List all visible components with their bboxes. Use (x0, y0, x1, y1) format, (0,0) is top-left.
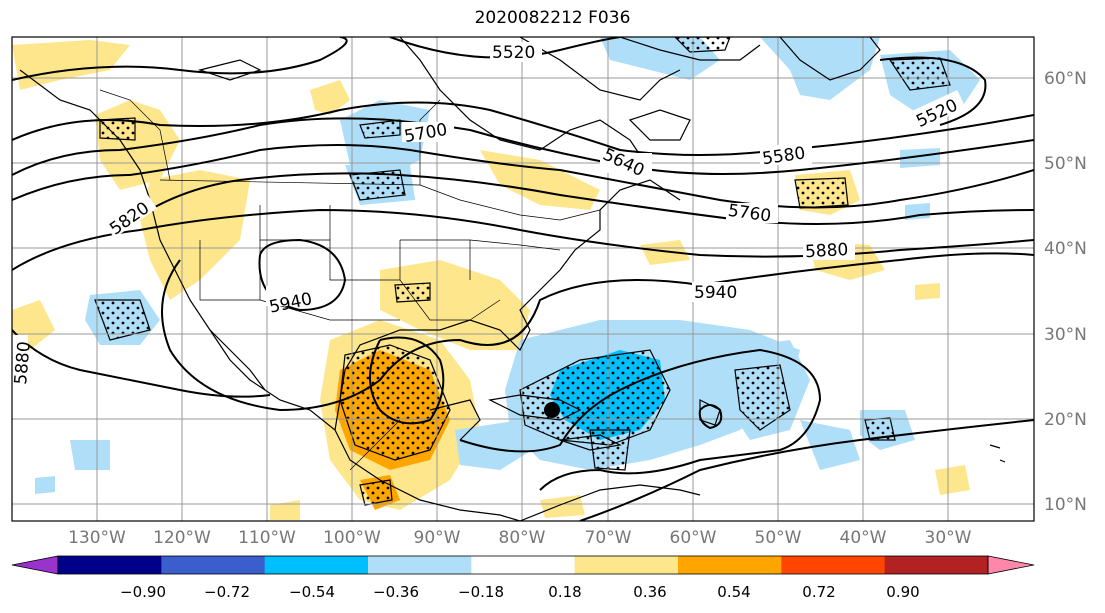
lon-label: 90°W (414, 528, 461, 548)
lon-label: 30°W (925, 528, 972, 548)
colorbar-tick: 0.54 (717, 583, 750, 601)
contour-label: 5880 (805, 240, 849, 262)
map-title: 2020082212 F036 (474, 8, 631, 28)
lon-label: 40°W (840, 528, 887, 548)
longitude-labels: 130°W 120°W 110°W 100°W 90°W 80°W 70°W 6… (68, 528, 972, 548)
colorbar-tick: 0.90 (886, 583, 919, 601)
lon-label: 80°W (499, 528, 546, 548)
map-frame (11, 36, 1035, 522)
colorbar-swatch (574, 556, 679, 574)
colorbar-swatch (678, 556, 782, 574)
lon-label: 70°W (585, 528, 632, 548)
colorbar-swatch (781, 556, 886, 574)
colorbar-frame (57, 555, 989, 575)
colorbar-tick: 0.72 (802, 583, 835, 601)
lon-label: 100°W (323, 528, 381, 548)
colorbar-tick-labels: −0.90 −0.72 −0.54 −0.36 −0.18 0.18 0.36 … (120, 583, 920, 601)
contour-label: 5880 (11, 341, 35, 386)
lon-label: 60°W (670, 528, 717, 548)
colorbar-swatch (264, 556, 369, 574)
colorbar (11, 555, 1035, 575)
lon-label: 120°W (153, 528, 211, 548)
contour-label: 5520 (492, 43, 535, 63)
colorbar-extend-low (11, 555, 59, 575)
lat-label: 10°N (1044, 495, 1087, 515)
lat-label: 30°N (1044, 325, 1087, 345)
map-area: 5520 5520 5580 5640 5700 5760 5820 5880 … (11, 37, 1034, 521)
colorbar-swatch (161, 556, 266, 574)
lat-label: 20°N (1044, 410, 1087, 430)
storm-center-dot (544, 402, 560, 418)
colorbar-swatch (58, 556, 162, 574)
colorbar-extend-high (987, 555, 1035, 575)
colorbar-swatch (368, 556, 472, 574)
colorbar-tick: 0.18 (548, 583, 581, 601)
lat-label: 50°N (1044, 154, 1087, 174)
lat-label: 60°N (1044, 69, 1087, 89)
colorbar-swatch (471, 556, 576, 574)
significance-stippling (94, 37, 951, 506)
lon-label: 50°W (755, 528, 802, 548)
lon-label: 110°W (238, 528, 296, 548)
contour-label: 5940 (694, 283, 737, 303)
colorbar-tick: 0.36 (633, 583, 666, 601)
colorbar-tick: −0.90 (120, 583, 166, 601)
colorbar-tick: −0.18 (458, 583, 504, 601)
height-contours (12, 37, 1034, 521)
lat-label: 40°N (1044, 239, 1087, 259)
colorbar-swatch (884, 556, 989, 574)
colorbar-tick: −0.72 (204, 583, 250, 601)
colorbar-tick: −0.36 (373, 583, 419, 601)
latitude-labels: 60°N 50°N 40°N 30°N 20°N 10°N (1044, 69, 1087, 515)
lon-label: 130°W (68, 528, 126, 548)
colorbar-tick: −0.54 (289, 583, 335, 601)
